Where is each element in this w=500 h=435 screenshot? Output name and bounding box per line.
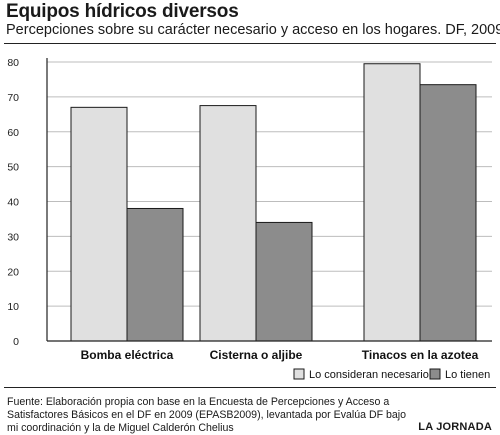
legend-swatch bbox=[293, 368, 305, 380]
y-tick-label: 30 bbox=[7, 231, 19, 243]
y-tick-label: 40 bbox=[7, 197, 19, 209]
y-tick-label: 50 bbox=[7, 162, 19, 174]
y-tick-label: 60 bbox=[7, 127, 19, 139]
legend-label: Lo consideran necesario bbox=[309, 369, 429, 381]
y-tick-label: 0 bbox=[13, 336, 19, 348]
bar bbox=[126, 207, 184, 342]
legend-swatch bbox=[429, 368, 441, 380]
bar bbox=[419, 84, 477, 342]
brand-logo: LA JORNADA bbox=[418, 421, 492, 433]
footer-rule bbox=[4, 387, 496, 388]
bars bbox=[70, 63, 477, 342]
y-tick-label: 70 bbox=[7, 92, 19, 104]
bar bbox=[255, 221, 313, 342]
header-rule bbox=[4, 43, 496, 44]
legend-item: Lo tienen bbox=[429, 368, 490, 381]
source-line: Satisfactores Básicos en el DF en 2009 (… bbox=[7, 409, 407, 421]
legend: Lo consideran necesario Lo tienen bbox=[293, 368, 490, 381]
bar bbox=[70, 106, 128, 342]
legend-label: Lo tienen bbox=[445, 369, 490, 381]
legend-item: Lo consideran necesario bbox=[293, 368, 429, 381]
axes: 0 10 20 30 40 50 60 70 80 Bomba eléctrica Cisterna… bbox=[7, 57, 492, 362]
chart-subtitle: Percepciones sobre su carácter necesario… bbox=[6, 22, 500, 38]
y-tick-label: 10 bbox=[7, 301, 19, 313]
x-category-label: Tinacos en la azotea bbox=[362, 348, 479, 362]
bar bbox=[199, 105, 257, 342]
bar bbox=[363, 63, 421, 342]
source-line: mi coordinación y la de Miguel Calderón … bbox=[7, 422, 234, 434]
source-note: Fuente: Elaboración propia con base en l… bbox=[7, 396, 407, 435]
y-tick-label: 80 bbox=[7, 57, 19, 69]
source-line: Fuente: Elaboración propia con base en l… bbox=[7, 396, 390, 408]
x-category-label: Cisterna o aljibe bbox=[210, 348, 303, 362]
y-tick-label: 20 bbox=[7, 266, 19, 278]
x-category-label: Bomba eléctrica bbox=[81, 348, 174, 362]
chart-title: Equipos hídricos diversos bbox=[6, 1, 239, 22]
